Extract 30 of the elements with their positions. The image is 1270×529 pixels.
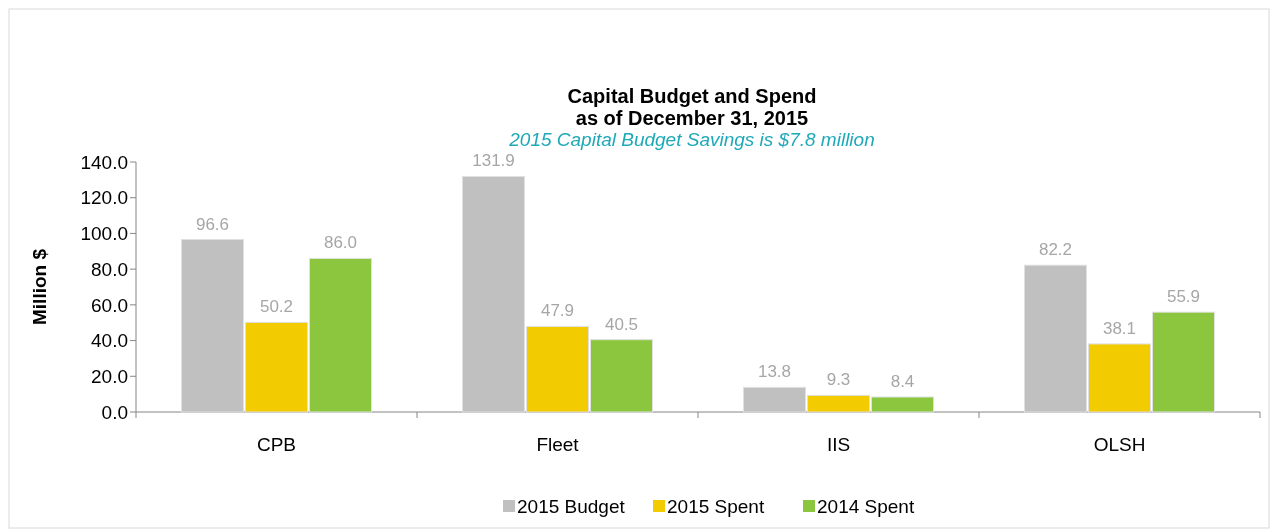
text: 9.3 (826, 370, 851, 390)
y-tick-label: 80.0 (91, 258, 128, 280)
y-axis-title: Million $ (29, 248, 50, 325)
x-tick-label: IIS (826, 434, 851, 455)
chart-title: Capital Budget and Spend as of December 31, 2015 (567, 85, 817, 129)
text: 86.0 (323, 233, 358, 253)
text: 38.1 (1102, 318, 1137, 338)
chart-subtitle: 2015 Capital Budget Savings is $7.8 million (508, 129, 875, 150)
y-tick-label: 60.0 (91, 294, 128, 316)
text: 131.9 (472, 151, 515, 171)
y-tick-label: 20.0 (91, 365, 128, 387)
legend-label: 2015 Spent (667, 495, 765, 517)
legend-label: 2015 Budget (517, 495, 626, 517)
x-tick-label: OLSH (1093, 434, 1146, 455)
y-tick-label: 0.0 (101, 401, 128, 423)
y-tick-label: 100.0 (80, 223, 128, 245)
text: 47.9 (540, 301, 575, 321)
text: 55.9 (1166, 287, 1201, 307)
text: 8.4 (890, 372, 915, 391)
x-tick-label: CPB (256, 434, 297, 455)
y-tick-label: 40.0 (91, 330, 128, 352)
y-tick-label: 120.0 (80, 187, 128, 209)
text: 40.5 (604, 314, 639, 334)
legend-label: 2014 Spent (817, 495, 915, 517)
text: 82.2 (1038, 240, 1073, 260)
y-tick-label: 140.0 (80, 151, 128, 173)
text: 50.2 (259, 297, 294, 317)
x-tick-label: Fleet (536, 434, 580, 455)
text: 13.8 (757, 362, 792, 382)
text: 96.6 (195, 214, 230, 234)
